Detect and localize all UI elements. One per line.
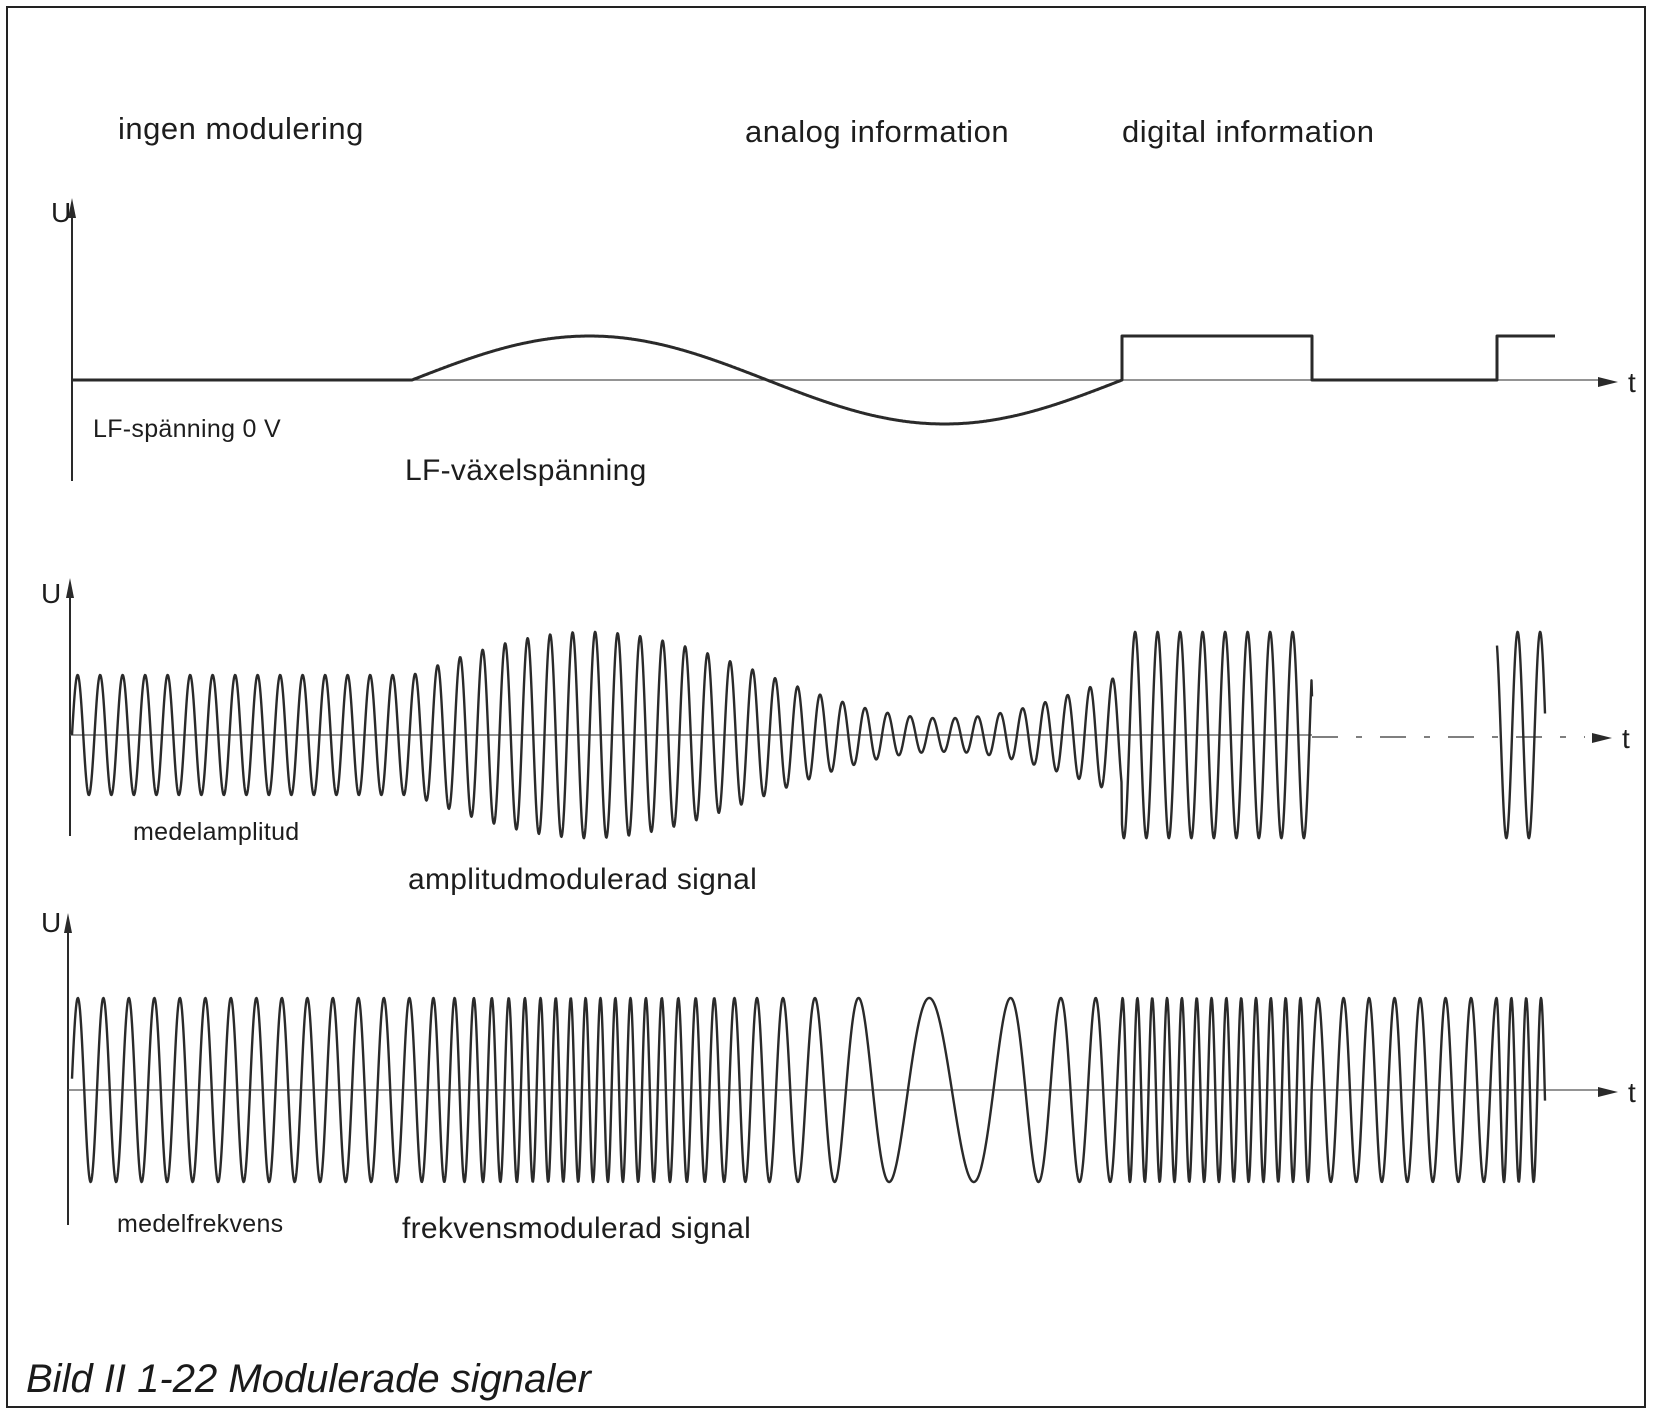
- lf-signal-waveform: [71, 334, 1555, 426]
- header-analog-information: analog information: [745, 114, 1009, 149]
- figure-frame: [6, 6, 1646, 1408]
- am-voltage-letter: U: [41, 578, 61, 609]
- fm-signal-label: frekvensmodulerad signal: [402, 1212, 751, 1245]
- am-signal-waveform: [70, 630, 1547, 840]
- fm-time-arrow: [1598, 1087, 1618, 1097]
- lf-voltage-letter: U: [51, 197, 71, 228]
- am-voltage-arrow: [66, 578, 74, 598]
- fm-mean-label: medelfrekvens: [117, 1210, 283, 1238]
- am-time-arrow: [1592, 733, 1612, 743]
- lf-ac-label: LF-växelspänning: [405, 454, 647, 487]
- am-time-letter: t: [1622, 723, 1630, 754]
- lf-time-letter: t: [1628, 367, 1636, 398]
- fm-voltage-letter: U: [41, 907, 61, 938]
- am-mean-label: medelamplitud: [133, 818, 300, 846]
- fm-signal-waveform: [70, 996, 1547, 1184]
- lf-voltage-arrow: [68, 198, 76, 218]
- header-digital-information: digital information: [1122, 114, 1374, 149]
- lf-panel: U t LF-spänning 0 V LF-växelspänning: [51, 197, 1636, 487]
- figure-caption: Bild II 1-22 Modulerade signaler: [26, 1357, 592, 1401]
- am-signal-label: amplitudmodulerad signal: [408, 863, 757, 896]
- lf-zero-label: LF-spänning 0 V: [93, 415, 281, 443]
- fm-panel: U t medelfrekvens frekvensmodulerad sign…: [41, 907, 1636, 1245]
- am-panel: U t medelamplitud amplitudmodulerad sign…: [41, 578, 1630, 896]
- fm-time-letter: t: [1628, 1077, 1636, 1108]
- header-no-modulation: ingen modulering: [118, 111, 364, 146]
- lf-time-arrow: [1598, 377, 1618, 387]
- fm-voltage-arrow: [64, 913, 72, 933]
